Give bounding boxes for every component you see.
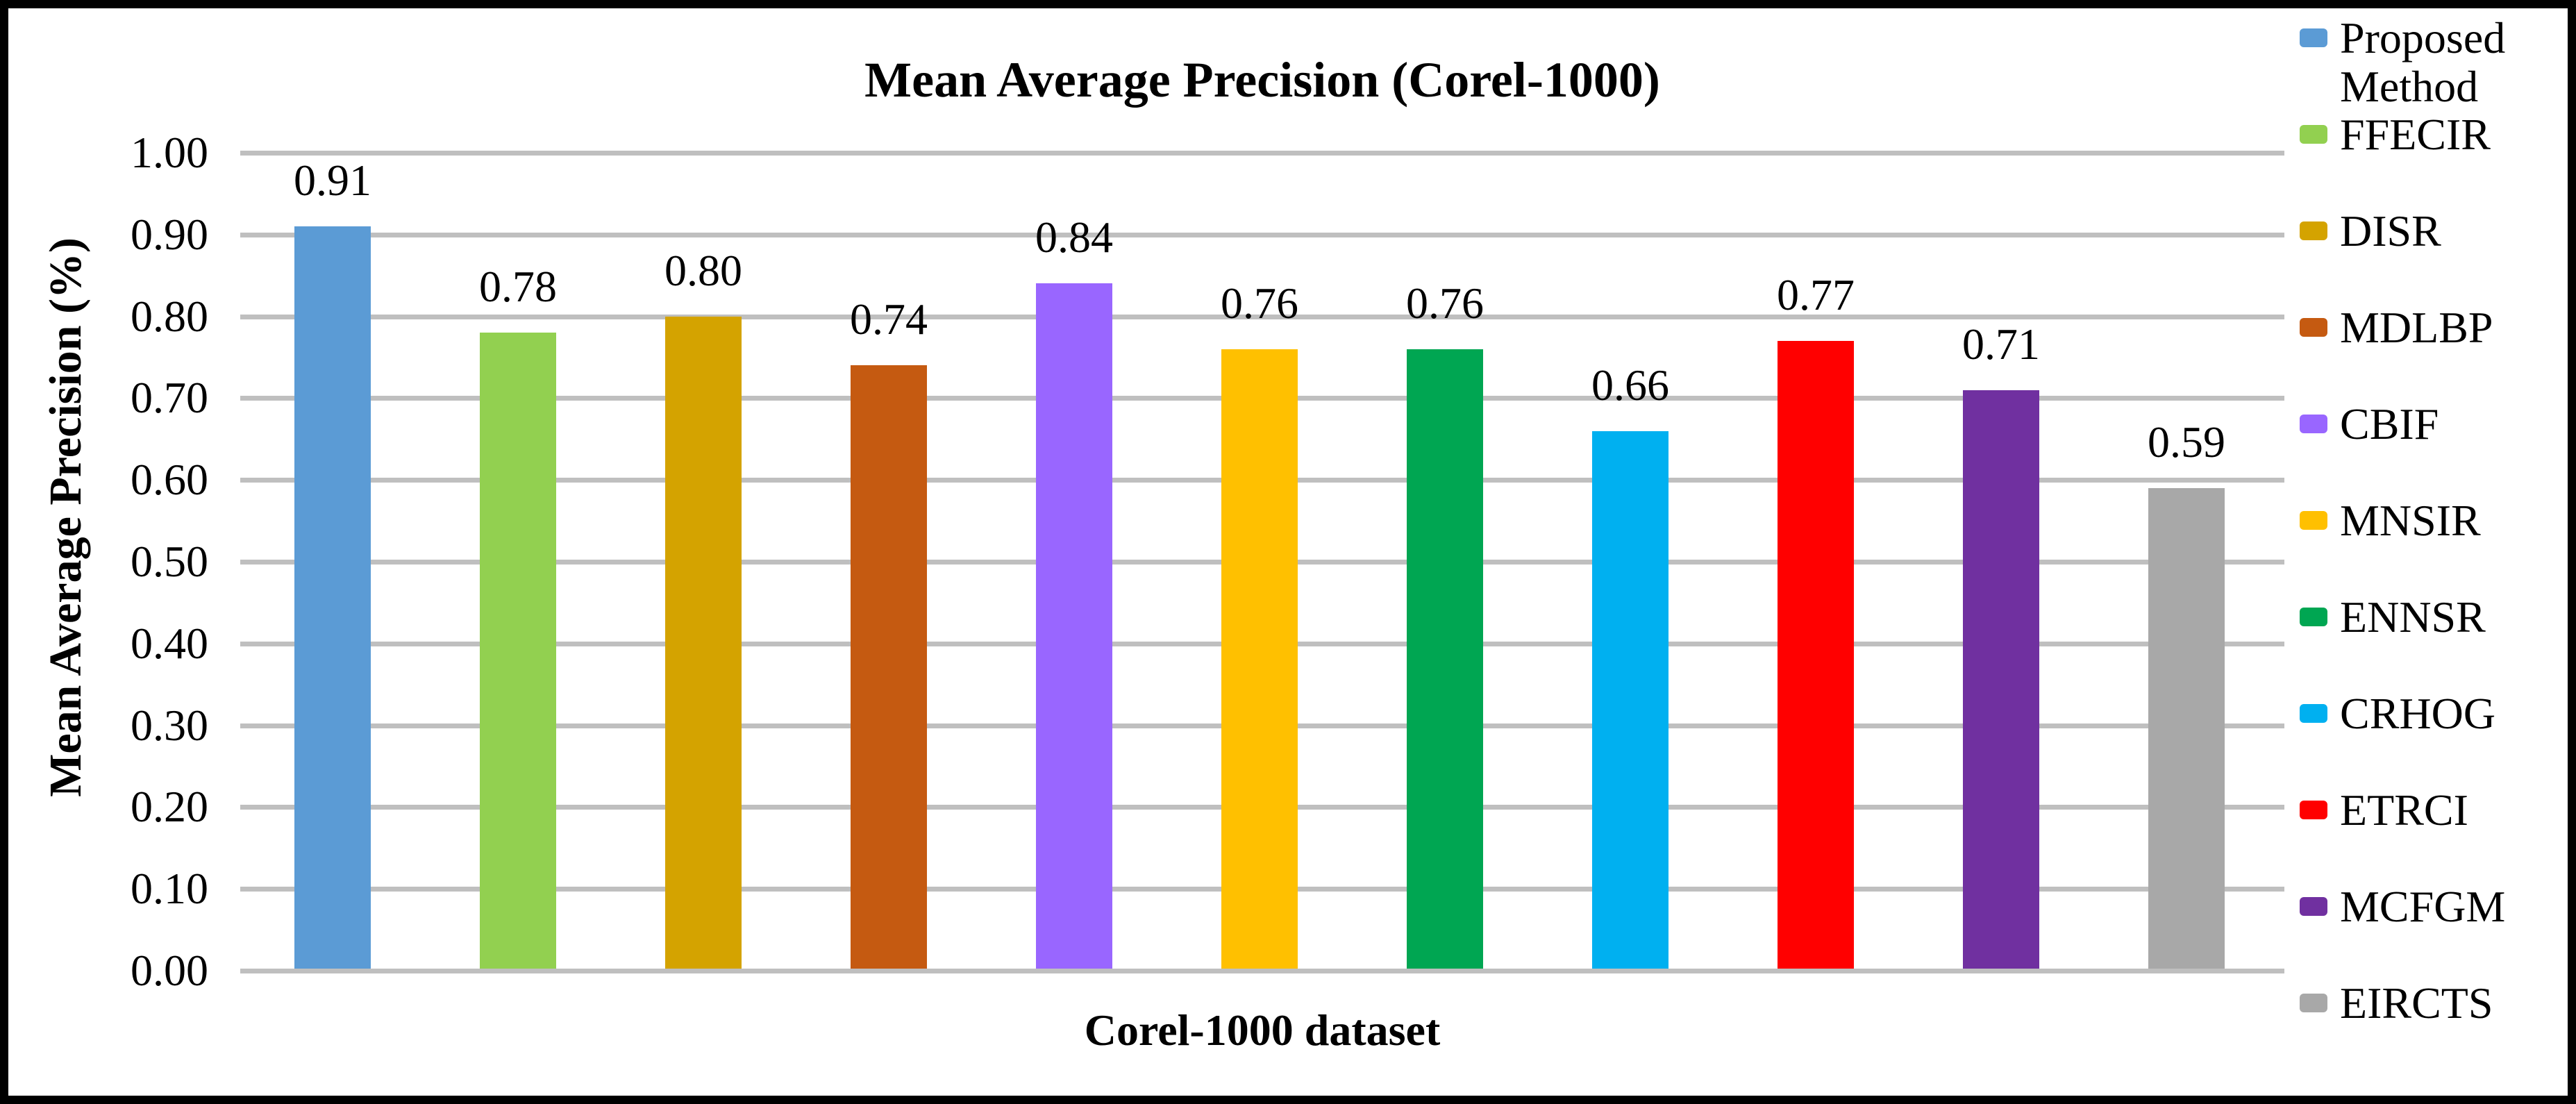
legend-swatch-icon xyxy=(2300,221,2327,240)
y-tick-label: 0.60 xyxy=(131,455,208,505)
bar-value-label: 0.59 xyxy=(2148,417,2225,467)
legend-item-label: DISR xyxy=(2340,206,2441,256)
legend-swatch-icon xyxy=(2300,994,2327,1012)
bar-mdlbp xyxy=(851,365,927,971)
legend-item-ennsr: ENNSR xyxy=(2300,593,2486,642)
bar-proposed-method xyxy=(294,226,371,971)
x-axis-baseline xyxy=(240,969,2284,973)
legend-item-label: Proposed Method xyxy=(2340,13,2506,111)
gridline xyxy=(240,232,2284,237)
bar-value-label: 0.80 xyxy=(664,246,742,295)
legend-swatch-icon xyxy=(2300,125,2327,144)
legend: Proposed Method FFECIR DISR MDLBP CBIF MNSIR E… xyxy=(2300,8,2564,1096)
y-tick-label: 0.30 xyxy=(131,700,208,750)
y-tick-label: 0.40 xyxy=(131,618,208,668)
legend-item-label: MCFGM xyxy=(2340,882,2506,931)
legend-swatch-icon xyxy=(2300,608,2327,626)
bar-value-label: 0.91 xyxy=(294,156,371,205)
legend-item-mdlbp: MDLBP xyxy=(2300,303,2493,352)
legend-swatch-icon xyxy=(2300,318,2327,337)
bar-disr xyxy=(665,317,742,971)
legend-item-label: CRHOG xyxy=(2340,689,2496,738)
legend-swatch-icon xyxy=(2300,704,2327,723)
legend-item-disr: DISR xyxy=(2300,207,2441,256)
bar-value-label: 0.84 xyxy=(1035,212,1113,262)
legend-item-mcfgm: MCFGM xyxy=(2300,883,2505,931)
bar-value-label: 0.74 xyxy=(850,294,928,344)
bar-value-label: 0.66 xyxy=(1591,360,1669,410)
legend-item-cbif: CBIF xyxy=(2300,400,2439,449)
bar-value-label: 0.78 xyxy=(479,262,557,311)
y-tick-label: 0.90 xyxy=(131,209,208,259)
legend-item-etrci: ETRCI xyxy=(2300,786,2468,835)
legend-item-crhog: CRHOG xyxy=(2300,689,2495,738)
gridline xyxy=(240,151,2284,156)
bar-ennsr xyxy=(1407,349,1483,971)
legend-swatch-icon xyxy=(2300,415,2327,433)
legend-item-label: MDLBP xyxy=(2340,303,2493,352)
bar-value-label: 0.76 xyxy=(1406,278,1484,328)
y-axis-title: Mean Average Precision (%) xyxy=(40,237,91,797)
legend-item-label: ETRCI xyxy=(2340,785,2468,835)
legend-swatch-icon xyxy=(2300,897,2327,916)
bar-value-label: 0.76 xyxy=(1221,278,1298,328)
legend-item-label: EIRCTS xyxy=(2340,978,2493,1028)
bar-value-label: 0.71 xyxy=(1962,319,2040,369)
legend-item-label: MNSIR xyxy=(2340,496,2481,545)
bar-value-label: 0.77 xyxy=(1777,270,1855,319)
y-tick-label: 0.10 xyxy=(131,864,208,914)
y-tick-label: 1.00 xyxy=(131,128,208,177)
bar-crhog xyxy=(1592,431,1668,971)
y-tick-label: 0.50 xyxy=(131,537,208,586)
legend-item-label: CBIF xyxy=(2340,399,2439,449)
bar-mnsir xyxy=(1221,349,1298,971)
gridline xyxy=(240,314,2284,319)
legend-swatch-icon xyxy=(2300,801,2327,819)
y-tick-label: 0.80 xyxy=(131,291,208,341)
y-tick-label: 0.70 xyxy=(131,373,208,423)
legend-swatch-icon xyxy=(2300,511,2327,530)
legend-item-label: FFECIR xyxy=(2340,110,2491,159)
legend-item-eircts: EIRCTS xyxy=(2300,979,2493,1028)
y-tick-label: 0.20 xyxy=(131,782,208,832)
bar-ffecir xyxy=(480,333,556,971)
legend-swatch-icon xyxy=(2300,28,2327,47)
y-tick-label: 0.00 xyxy=(131,946,208,995)
x-axis-title: Corel-1000 dataset xyxy=(1084,1005,1441,1055)
chart-title: Mean Average Precision (Corel-1000) xyxy=(864,52,1660,108)
plot-area: 0.91 0.78 0.80 0.74 0.84 0.76 0.76 0.66 0.77 0.71… xyxy=(240,151,2284,973)
legend-item-label: ENNSR xyxy=(2340,592,2486,642)
legend-item-proposed-method: Proposed Method xyxy=(2300,14,2555,111)
legend-item-mnsir: MNSIR xyxy=(2300,496,2481,545)
bar-cbif xyxy=(1036,283,1112,971)
bar-mcfgm xyxy=(1963,390,2039,971)
legend-item-ffecir: FFECIR xyxy=(2300,110,2491,159)
bar-etrci xyxy=(1778,341,1854,971)
bar-eircts xyxy=(2148,488,2225,971)
